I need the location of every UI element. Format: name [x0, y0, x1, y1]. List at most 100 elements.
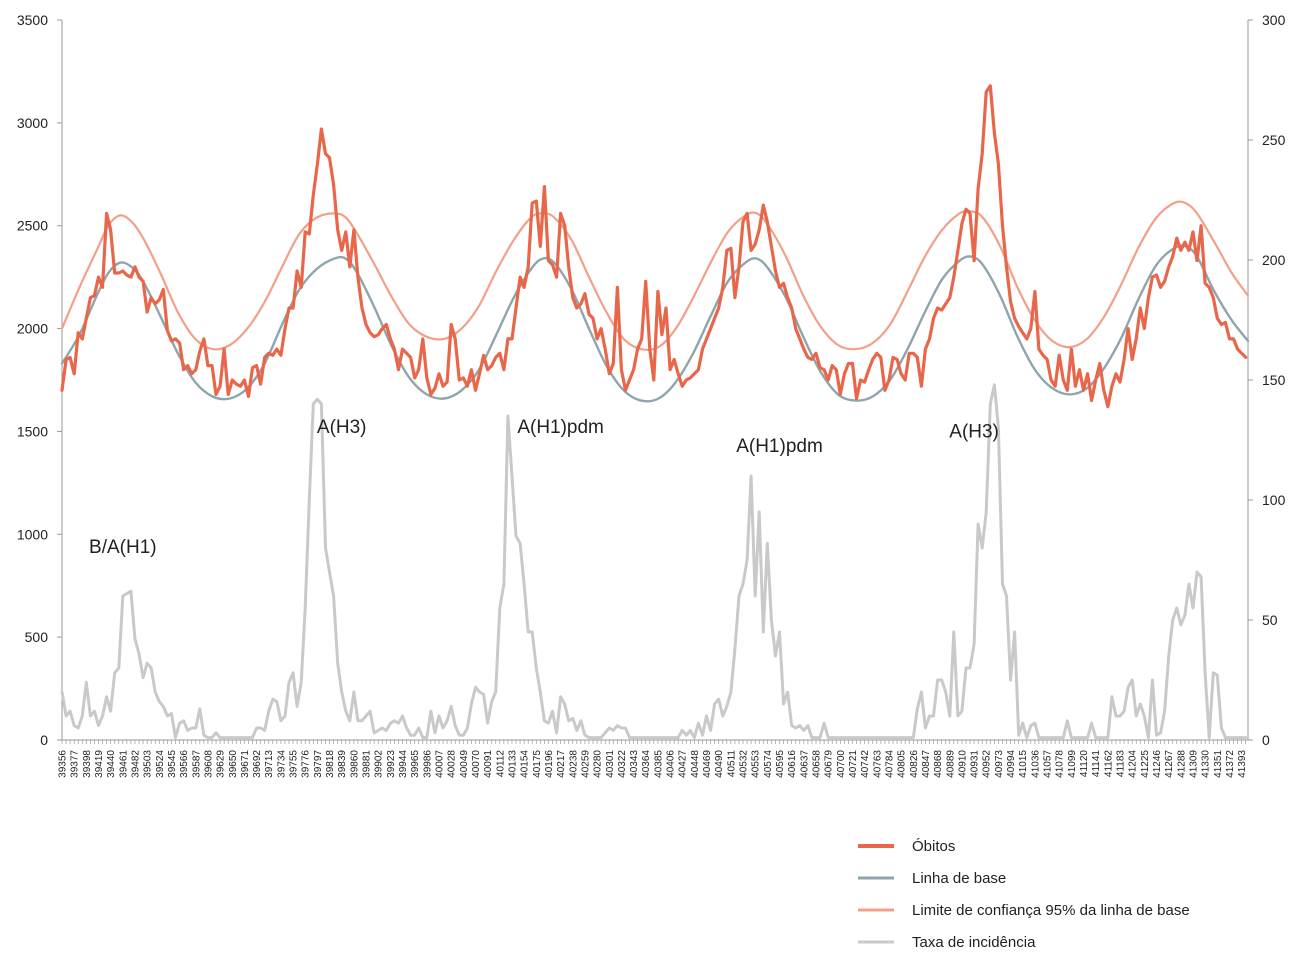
x-tick-label: 40511 [726, 750, 737, 778]
x-tick-label: 39965 [410, 750, 421, 778]
x-tick-label: 40532 [739, 750, 750, 778]
x-tick-label: 41267 [1164, 750, 1175, 778]
x-tick-label: 40805 [897, 750, 908, 778]
left-tick-label: 3000 [17, 115, 48, 131]
x-tick-label: 40700 [836, 750, 847, 778]
x-tick-label: 39923 [386, 750, 397, 778]
x-tick-label: 40133 [507, 750, 518, 778]
x-tick-label: 40469 [702, 750, 713, 778]
right-tick-label: 0 [1262, 732, 1270, 748]
x-tick-label: 41393 [1237, 750, 1248, 778]
x-tick-label: 41225 [1140, 750, 1151, 778]
x-tick-label: 40553 [751, 750, 762, 778]
x-tick-label: 39650 [228, 750, 239, 778]
x-tick-label: 40994 [1006, 750, 1017, 778]
x-tick-label: 39692 [252, 750, 263, 778]
x-tick-label: 40679 [824, 750, 835, 778]
x-tick-label: 40763 [872, 750, 883, 778]
series-line-3 [60, 383, 1248, 740]
x-tick-label: 39944 [398, 750, 409, 778]
x-tick-label: 40931 [970, 750, 981, 778]
x-tick-label: 39356 [58, 750, 69, 778]
right-tick-label: 250 [1262, 132, 1286, 148]
x-tick-label: 40952 [982, 750, 993, 778]
x-tick-label: 39398 [82, 750, 93, 778]
right-tick-label: 50 [1262, 612, 1278, 628]
x-tick-label: 41204 [1128, 750, 1139, 778]
annotation-label: A(H3) [949, 422, 999, 443]
x-tick-label: 41309 [1188, 750, 1199, 778]
x-tick-label: 40406 [666, 750, 677, 778]
left-tick-label: 1500 [17, 423, 48, 439]
x-tick-label: 41015 [1018, 750, 1029, 778]
x-tick-label: 39377 [70, 750, 81, 778]
right-tick-label: 150 [1262, 372, 1286, 388]
x-tick-label: 39986 [422, 750, 433, 778]
x-tick-label: 40322 [617, 750, 628, 778]
x-tick-label: 41078 [1055, 750, 1066, 778]
x-tick-label: 39881 [362, 750, 373, 778]
x-tick-label: 40238 [568, 750, 579, 778]
annotation-label: A(H1)pdm [736, 436, 823, 457]
legend-label: Linha de base [912, 870, 1006, 887]
left-tick-label: 500 [25, 629, 49, 645]
x-tick-label: 39860 [349, 750, 360, 778]
x-tick-label: 40112 [495, 750, 506, 778]
x-tick-label: 40070 [471, 750, 482, 778]
x-tick-label: 40490 [714, 750, 725, 778]
x-tick-label: 40616 [787, 750, 798, 778]
x-tick-label: 41036 [1030, 750, 1041, 778]
x-tick-label: 40658 [811, 750, 822, 778]
x-tick-label: 40595 [775, 750, 786, 778]
x-tick-label: 41183 [1116, 750, 1127, 778]
x-tick-label: 39818 [325, 750, 336, 778]
x-tick-label: 40742 [860, 750, 871, 778]
series-layer [60, 84, 1250, 740]
x-tick-label: 41330 [1201, 750, 1212, 778]
x-tick-label: 39839 [337, 750, 348, 778]
left-tick-label: 0 [40, 732, 48, 748]
x-tick-label: 40007 [434, 750, 445, 778]
x-tick-label: 39776 [301, 750, 312, 778]
x-tick-label: 41099 [1067, 750, 1078, 778]
x-tick-label: 39482 [130, 750, 141, 778]
annotation-label: B/A(H1) [89, 537, 157, 558]
x-tick-label: 40826 [909, 750, 920, 778]
x-tick-label: 40721 [848, 750, 859, 778]
x-tick-label: 40175 [532, 750, 543, 778]
x-tick-label: 39797 [313, 750, 324, 778]
x-tick-label: 39734 [276, 750, 287, 778]
legend-label: Óbitos [912, 838, 955, 855]
x-tick-label: 40847 [921, 750, 932, 778]
x-tick-label: 40343 [629, 750, 640, 778]
x-tick-label: 40427 [678, 750, 689, 778]
x-tick-label: 41120 [1079, 750, 1090, 778]
x-tick-label: 39440 [106, 750, 117, 778]
left-tick-label: 2500 [17, 218, 48, 234]
x-tick-label: 41057 [1043, 750, 1054, 778]
x-tick-label: 40259 [580, 750, 591, 778]
x-tick-label: 40448 [690, 750, 701, 778]
legend: Óbitos Linha de base Limite de confiança 9… [858, 838, 1190, 951]
annotation-label: A(H1)pdm [517, 417, 604, 438]
x-tick-label: 39503 [143, 750, 154, 778]
x-tick-label: 40868 [933, 750, 944, 778]
x-tick-label: 39671 [240, 750, 251, 778]
right-tick-label: 300 [1262, 12, 1286, 28]
axes: 0 500 1000 1500 2000 2500 3000 3500 0 50 100 150 200… [17, 12, 1286, 778]
x-tick-label: 39419 [94, 750, 105, 778]
x-tick-label: 39587 [191, 750, 202, 778]
x-tick-label: 39524 [155, 750, 166, 778]
annotation-label: A(H3) [317, 417, 367, 438]
x-tick-label: 40784 [884, 750, 895, 778]
x-tick-label: 39545 [167, 750, 178, 778]
x-tick-label: 40217 [556, 750, 567, 778]
x-tick-label: 39629 [216, 750, 227, 778]
x-tick-label: 40364 [641, 750, 652, 778]
x-tick-label: 40280 [593, 750, 604, 778]
x-tick-label: 40973 [994, 750, 1005, 778]
x-tick-label: 40910 [957, 750, 968, 778]
annotation-layer: B/A(H1) A(H3) A(H1)pdm A(H1)pdm A(H3) [89, 417, 999, 558]
left-tick-label: 2000 [17, 321, 48, 337]
